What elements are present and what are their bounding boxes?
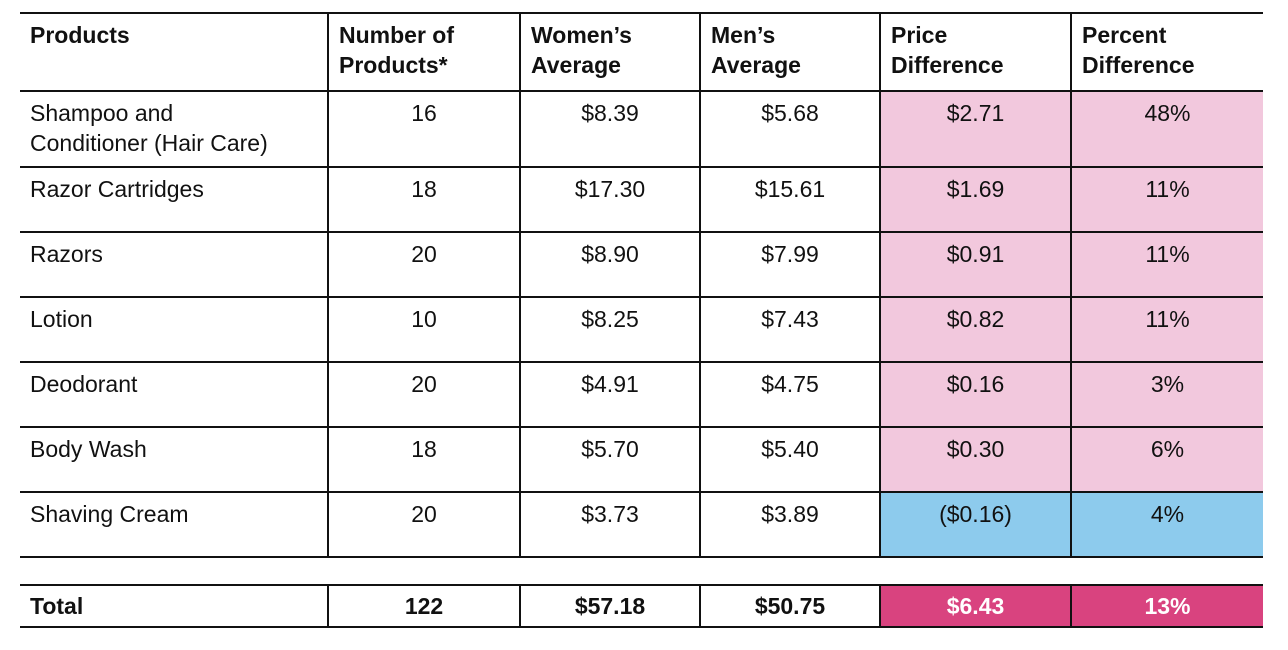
total-price-difference: $6.43 (880, 584, 1072, 628)
mens-average-value: $3.89 (700, 492, 881, 558)
percent-difference-value: 4% (1071, 492, 1263, 558)
price-difference-value: $0.82 (880, 297, 1072, 363)
price-difference-value: $0.91 (880, 232, 1072, 298)
table-row: Razors 20 $8.90 $7.99 $0.91 11% (20, 232, 1263, 298)
table-row: Razor Cartridges 18 $17.30 $15.61 $1.69 … (20, 167, 1263, 233)
table-row: Deodorant 20 $4.91 $4.75 $0.16 3% (20, 362, 1263, 428)
product-name: Razors (20, 232, 329, 298)
header-products: Products (20, 13, 329, 92)
product-count: 20 (328, 362, 521, 428)
price-difference-value: $2.71 (880, 91, 1072, 168)
mens-average-value: $5.40 (700, 427, 881, 493)
table-spacer (20, 557, 1263, 585)
header-percent-difference: Percent Difference (1071, 13, 1263, 92)
table-row: Body Wash 18 $5.70 $5.40 $0.30 6% (20, 427, 1263, 493)
mens-average-value: $7.43 (700, 297, 881, 363)
mens-average-value: $4.75 (700, 362, 881, 428)
header-number-of-products: Number of Products* (328, 13, 521, 92)
header-womens-average: Women’s Average (520, 13, 701, 92)
table-row: Lotion 10 $8.25 $7.43 $0.82 11% (20, 297, 1263, 363)
total-row: Total 122 $57.18 $50.75 $6.43 13% (20, 584, 1263, 628)
percent-difference-value: 11% (1071, 232, 1263, 298)
product-name: Shampoo and Conditioner (Hair Care) (20, 91, 329, 168)
mens-average-value: $7.99 (700, 232, 881, 298)
percent-difference-value: 11% (1071, 167, 1263, 233)
price-difference-value: ($0.16) (880, 492, 1072, 558)
product-count: 20 (328, 492, 521, 558)
total-count: 122 (328, 584, 521, 628)
table-row: Shampoo and Conditioner (Hair Care) 16 $8… (20, 91, 1263, 168)
product-count: 18 (328, 427, 521, 493)
product-name: Body Wash (20, 427, 329, 493)
womens-average-value: $3.73 (520, 492, 701, 558)
total-womens-average: $57.18 (520, 584, 701, 628)
percent-difference-value: 3% (1071, 362, 1263, 428)
product-name: Deodorant (20, 362, 329, 428)
price-difference-value: $0.16 (880, 362, 1072, 428)
percent-difference-value: 11% (1071, 297, 1263, 363)
product-count: 10 (328, 297, 521, 363)
total-percent-difference: 13% (1071, 584, 1263, 628)
price-difference-value: $1.69 (880, 167, 1072, 233)
price-comparison-table: Products Number of Products* Women’s Avera… (20, 12, 1263, 628)
womens-average-value: $8.39 (520, 91, 701, 168)
product-name: Shaving Cream (20, 492, 329, 558)
total-mens-average: $50.75 (700, 584, 881, 628)
header-mens-average: Men’s Average (700, 13, 881, 92)
product-count: 20 (328, 232, 521, 298)
womens-average-value: $4.91 (520, 362, 701, 428)
header-row: Products Number of Products* Women’s Avera… (20, 13, 1263, 92)
mens-average-value: $5.68 (700, 91, 881, 168)
product-name: Lotion (20, 297, 329, 363)
womens-average-value: $8.25 (520, 297, 701, 363)
womens-average-value: $5.70 (520, 427, 701, 493)
total-label: Total (20, 584, 329, 628)
percent-difference-value: 6% (1071, 427, 1263, 493)
womens-average-value: $8.90 (520, 232, 701, 298)
product-count: 16 (328, 91, 521, 168)
product-name: Razor Cartridges (20, 167, 329, 233)
womens-average-value: $17.30 (520, 167, 701, 233)
percent-difference-value: 48% (1071, 91, 1263, 168)
product-count: 18 (328, 167, 521, 233)
mens-average-value: $15.61 (700, 167, 881, 233)
price-difference-value: $0.30 (880, 427, 1072, 493)
table-row: Shaving Cream 20 $3.73 $3.89 ($0.16) 4% (20, 492, 1263, 558)
header-price-difference: Price Difference (880, 13, 1072, 92)
